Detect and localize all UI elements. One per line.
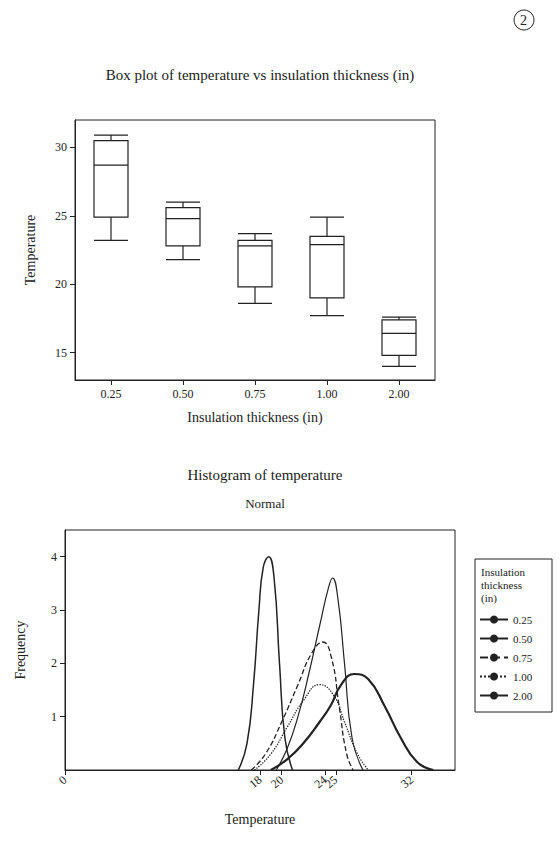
- svg-text:3: 3: [51, 603, 57, 617]
- svg-text:0.25: 0.25: [101, 387, 122, 401]
- svg-text:0.50: 0.50: [173, 387, 194, 401]
- svg-text:Insulation: Insulation: [481, 566, 525, 578]
- svg-text:(in): (in): [481, 592, 497, 605]
- svg-text:Normal: Normal: [245, 496, 285, 511]
- svg-text:1.00: 1.00: [513, 671, 533, 683]
- svg-text:2.00: 2.00: [513, 690, 533, 702]
- svg-text:Temperature: Temperature: [225, 812, 296, 827]
- svg-text:2.00: 2.00: [389, 387, 410, 401]
- svg-text:0.25: 0.25: [513, 614, 533, 626]
- svg-text:15: 15: [55, 346, 67, 360]
- svg-text:Temperature: Temperature: [23, 215, 38, 286]
- svg-text:Histogram of temperature: Histogram of temperature: [188, 467, 343, 483]
- svg-text:thickness: thickness: [481, 579, 522, 591]
- svg-text:1: 1: [51, 710, 57, 724]
- svg-text:Box plot of temperature vs ins: Box plot of temperature vs insulation th…: [106, 67, 415, 84]
- svg-text:24: 24: [311, 772, 330, 792]
- svg-text:20: 20: [55, 277, 67, 291]
- svg-text:32: 32: [398, 773, 416, 791]
- svg-text:30: 30: [55, 140, 67, 154]
- svg-text:25: 25: [322, 773, 340, 791]
- svg-text:1.00: 1.00: [317, 387, 338, 401]
- svg-text:2: 2: [520, 13, 527, 28]
- svg-text:0.50: 0.50: [513, 633, 533, 645]
- svg-text:2: 2: [51, 656, 57, 670]
- svg-text:Insulation thickness (in): Insulation thickness (in): [187, 410, 323, 426]
- svg-text:18: 18: [246, 773, 264, 791]
- svg-text:20: 20: [268, 773, 286, 791]
- svg-text:0.75: 0.75: [245, 387, 266, 401]
- svg-text:4: 4: [51, 550, 57, 564]
- svg-text:Frequency: Frequency: [13, 620, 28, 679]
- svg-text:25: 25: [55, 209, 67, 223]
- svg-text:0.75: 0.75: [513, 652, 533, 664]
- svg-text:0: 0: [56, 773, 70, 788]
